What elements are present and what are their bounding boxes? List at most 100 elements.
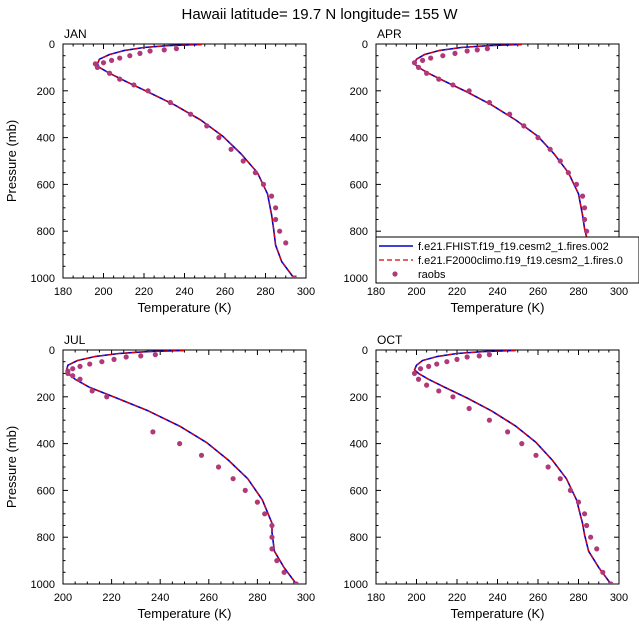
plot-data [65,350,299,584]
x-axis-label: Temperature (K) [451,300,545,315]
raobs-point [187,111,194,117]
raobs-point [228,146,234,152]
raobs-point [594,546,600,552]
x-tick-label: 240 [175,286,193,298]
plot-frame [62,43,307,279]
raobs-point [573,181,580,187]
y-tick-label: 1000 [31,273,55,285]
x-tick-label: 300 [297,286,315,298]
panel-jul: 200 220 240 260 280 300 0 200 400 600 800 1000 Tempe… [4,333,315,621]
figure-title: Hawaii latitude= 19.7 N longitude= 155 W [181,6,458,23]
raobs-point [111,356,117,362]
legend: f.e21.FHIST.f19_f19.cesm2_1.fires.002 f.e… [375,236,639,284]
x-tick-label: 180 [367,286,385,298]
model-hist-line [65,350,297,584]
raobs-point [533,452,539,458]
x-tick-label: 240 [488,592,506,604]
raobs-point [452,50,458,56]
raobs-point [77,363,83,369]
raobs-point [198,452,205,458]
raobs-point [150,429,156,435]
y-tick-label: 600 [37,179,55,191]
y-tick-label: 400 [37,439,55,451]
raobs-point [161,47,167,53]
x-tick-label: 180 [54,286,72,298]
x-tick-label: 280 [569,286,587,298]
raobs-point [507,111,513,117]
raobs-point [440,53,446,59]
plot-frame [375,349,620,585]
raobs-point [535,135,541,141]
raobs-point [87,361,93,367]
raobs-point [581,511,588,517]
y-tick-label: 400 [350,439,368,451]
raobs-point [242,487,248,493]
raobs-point [65,370,71,376]
raobs-point [123,354,129,360]
raobs-point [547,146,553,152]
raobs-point [269,522,275,529]
raobs-point [424,70,430,76]
raobs-point [600,569,606,575]
raobs-point [281,569,287,575]
y-tick-label: 1000 [344,579,368,591]
legend-label: f.e21.F2000climo.f19_f19.cesm2_1.fires.0 [418,255,623,267]
raobs-point [608,581,614,584]
model-climo-line [65,350,297,584]
raobs-point [147,48,153,54]
y-tick-label: 0 [49,345,55,357]
y-tick-label: 400 [37,133,55,145]
raobs-point [138,353,144,359]
raobs-point [545,464,551,470]
y-tick-label: 800 [37,532,55,544]
x-tick-label: 280 [569,592,587,604]
raobs-point [89,388,95,394]
raobs-point [466,88,472,94]
x-axis-label: Temperature (K) [451,606,545,621]
raobs-point [579,193,586,199]
x-tick-label: 220 [102,592,120,604]
x-tick-label: 260 [529,592,547,604]
model-climo-line [96,44,295,278]
raobs-point [426,363,432,369]
raobs-point [240,158,246,164]
x-tick-label: 200 [54,592,72,604]
raobs-point [588,534,594,540]
x-tick-label: 260 [200,592,218,604]
raobs-point [519,441,525,447]
y-tick-label: 1000 [31,579,55,591]
panel-month-label: APR [377,27,402,41]
y-tick-label: 0 [49,39,55,51]
raobs-point [521,123,527,129]
x-tick-label: 220 [448,592,466,604]
raobs-point [434,361,440,367]
raobs-point [70,373,76,379]
raobs-point [484,46,490,52]
legend-label: f.e21.FHIST.f19_f19.cesm2_1.fires.002 [418,241,609,253]
x-tick-label: 300 [297,592,315,604]
raobs-point [269,534,275,540]
raobs-point [450,82,456,88]
legend-box [375,236,639,284]
model-climo-line [413,350,612,584]
raobs-point [450,394,456,400]
x-tick-label: 200 [407,286,425,298]
raobs-point [269,546,275,552]
raobs-point [417,366,424,372]
raobs-point [99,359,105,365]
raobs-point [268,193,275,199]
panel-oct: 180 200 220 240 260 280 300 0 200 400 600 800 1000 Te… [344,333,629,621]
raobs-point [424,382,430,388]
y-tick-label: 200 [37,392,55,404]
raobs-point [486,99,492,106]
raobs-point [215,464,222,470]
model-hist-line [96,44,295,278]
y-tick-label: 200 [350,86,368,98]
raobs-point [474,47,480,53]
x-axis-label: Temperature (K) [138,300,232,315]
y-tick-label: 600 [37,485,55,497]
raobs-point [70,366,76,372]
raobs-point [293,581,299,584]
raobs-point [204,123,210,129]
y-tick-label: 400 [350,133,368,145]
